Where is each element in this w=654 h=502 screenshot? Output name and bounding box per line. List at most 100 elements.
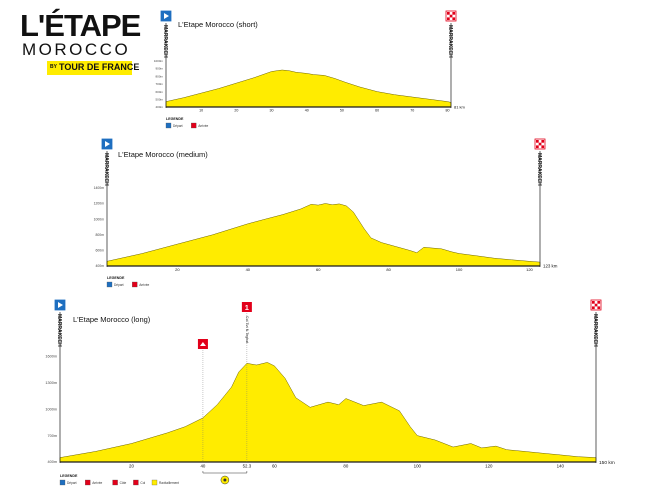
finish-flag-icon-check — [541, 140, 545, 143]
feed-zone-bracket — [202, 471, 248, 474]
y-tick-label: 600m — [155, 90, 163, 94]
legend-title: LEGENDE — [107, 276, 125, 280]
climb-marker-peak — [199, 342, 206, 346]
x-tick-label: 20 — [234, 109, 238, 113]
x-tick-label: 100 — [456, 267, 463, 272]
x-tick-label: 30 — [270, 109, 274, 113]
legend-swatch — [151, 479, 158, 486]
chart-legend: LEGENDE Départ Arrivée — [106, 276, 150, 288]
x-tick-label: 60 — [316, 267, 321, 272]
finish-flag-icon-check — [536, 145, 539, 149]
logo-by: BY — [50, 64, 57, 70]
x-tick-label: 80 — [445, 109, 449, 113]
legend-swatch — [132, 281, 138, 288]
finish-flag-icon-check — [447, 12, 450, 15]
legend-title: LEGENDE — [166, 117, 184, 121]
legend-item-label: Arrivée — [198, 124, 208, 128]
y-tick-label: 1000m — [154, 59, 164, 63]
finish-flag-icon-check — [592, 301, 595, 304]
chart-title: L'Etape Morocco (long) — [73, 315, 151, 324]
y-tick-label: 700m — [48, 434, 58, 438]
x-tick-label: 60 — [375, 109, 379, 113]
start-label: MARRAKECH — [56, 314, 62, 347]
y-tick-label: 700m — [155, 82, 163, 86]
elevation-area — [59, 362, 597, 463]
finish-flag-icon — [590, 299, 602, 311]
y-tick-label: 800m — [155, 74, 163, 78]
y-tick-label: 400m — [155, 105, 163, 109]
finish-flag-icon-check — [536, 140, 539, 143]
start-flag-icon-arrow — [164, 13, 169, 19]
y-tick-label: 1000m — [45, 407, 57, 411]
col-marker-note: Col Tizi N Teghat — [245, 316, 249, 343]
x-tick-label: 60 — [272, 463, 277, 468]
x-tick-label: 40 — [305, 109, 309, 113]
finish-label: MARRAKECH — [447, 25, 453, 58]
y-tick-label: 500m — [155, 97, 163, 101]
finish-flag-icon-check — [592, 306, 595, 310]
legend-item-label: Départ — [67, 481, 77, 485]
x-tick-label: 140 — [557, 463, 565, 468]
y-tick-label: 600m — [96, 249, 105, 253]
start-flag-icon — [101, 138, 113, 150]
y-tick-label: 1600m — [45, 354, 57, 358]
legend-item-label: Départ — [173, 124, 183, 128]
logo-brand: TOUR DE FRANCE — [59, 62, 140, 72]
legend-item-label: Côte — [120, 481, 127, 485]
finish-flag-icon — [534, 138, 546, 150]
x-tick-label: 50 — [340, 109, 344, 113]
logo-brand-bar — [47, 61, 132, 75]
logo-title: L'ÉTAPE — [20, 8, 141, 43]
elevation-area — [165, 69, 452, 108]
y-tick-label: 1400m — [94, 186, 105, 190]
finish-flag-icon-check — [538, 142, 542, 146]
start-label: MARRAKECH — [162, 25, 168, 58]
finish-flag-icon — [445, 10, 457, 22]
x-tick-label: 10 — [199, 109, 203, 113]
y-tick-label: 400m — [96, 264, 105, 268]
start-flag-icon-arrow — [105, 141, 110, 147]
finish-flag-icon-check — [597, 306, 601, 310]
total-distance-label: 123 km — [543, 264, 558, 269]
start-flag-icon — [54, 299, 66, 311]
col-marker-number: 1 — [245, 303, 249, 312]
legend-swatch — [85, 479, 91, 486]
legend-item-label: Ravitaillement — [159, 481, 179, 485]
x-tick-label: 40 — [200, 463, 205, 468]
start-flag-icon — [160, 10, 172, 22]
chart-title: L'Etape Morocco (medium) — [118, 150, 208, 159]
x-tick-label: 80 — [386, 267, 391, 272]
y-tick-label: 1000m — [94, 217, 105, 221]
x-tick-label: 40 — [246, 267, 251, 272]
legend-item-label: Arrivée — [92, 481, 102, 485]
x-tick-label: 120 — [485, 463, 493, 468]
x-tick-label: 20 — [175, 267, 180, 272]
x-tick-label: 70 — [410, 109, 414, 113]
total-distance-label: 150 km — [599, 460, 615, 466]
finish-flag-icon-check — [449, 14, 453, 18]
elevation-area — [106, 203, 541, 267]
legend-swatch — [106, 281, 113, 288]
x-tick-label: 20 — [129, 463, 134, 468]
legend-swatch — [191, 122, 197, 129]
x-tick-label: 80 — [343, 463, 348, 468]
finish-label: MARRAKECH — [536, 153, 542, 186]
start-flag-icon-arrow — [58, 302, 63, 308]
start-label: MARRAKECH — [103, 153, 109, 186]
finish-label: MARRAKECH — [592, 314, 598, 347]
feed-zone-icon-dot — [223, 478, 227, 482]
finish-flag-icon-check — [594, 303, 598, 307]
legend-item-label: Col — [140, 481, 145, 485]
x-tick-label: 120 — [526, 267, 533, 272]
y-tick-label: 400m — [48, 460, 58, 464]
chart-title: L'Etape Morocco (short) — [178, 20, 258, 29]
legend-title: LEGENDE — [60, 474, 78, 478]
finish-flag-icon-check — [447, 17, 450, 21]
legend-swatch — [59, 479, 66, 486]
y-tick-label: 1300m — [45, 381, 57, 385]
legend-item-label: Arrivée — [139, 283, 149, 287]
finish-flag-icon-check — [541, 145, 545, 149]
